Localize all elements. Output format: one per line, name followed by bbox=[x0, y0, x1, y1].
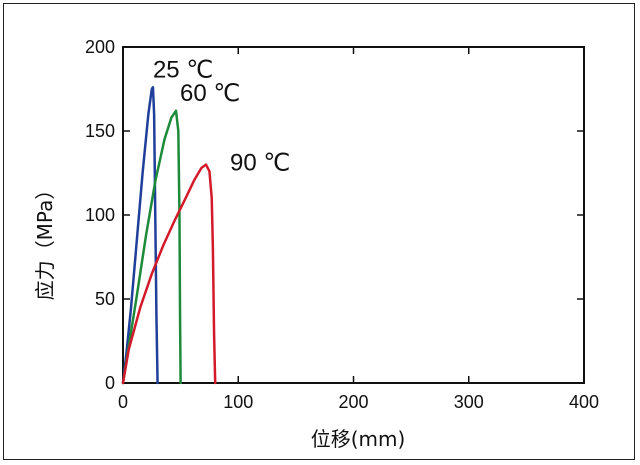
y-tick-label: 150 bbox=[85, 121, 115, 141]
series-label: 60 ℃ bbox=[180, 80, 240, 107]
y-axis: 0 50 100 150 200 bbox=[85, 37, 584, 393]
series-label: 90 ℃ bbox=[230, 150, 290, 177]
x-axis: 0 100 200 300 400 bbox=[118, 47, 599, 412]
series-labels: 25 ℃60 ℃ 90 ℃ bbox=[153, 56, 290, 176]
x-tick-label: 100 bbox=[223, 392, 253, 412]
x-axis-label: 位移(mm) bbox=[311, 427, 406, 451]
y-axis-label: 应力（MPa） bbox=[33, 180, 57, 301]
x-tick-label: 400 bbox=[569, 392, 599, 412]
series-label: 25 ℃ bbox=[153, 56, 213, 83]
series-line bbox=[121, 86, 159, 385]
series-lines bbox=[121, 86, 217, 385]
y-tick-label: 100 bbox=[85, 205, 115, 225]
y-tick-label: 200 bbox=[85, 37, 115, 57]
y-tick-label: 0 bbox=[105, 373, 115, 393]
series-line bbox=[121, 109, 182, 385]
x-tick-label: 0 bbox=[118, 392, 128, 412]
series-line bbox=[121, 163, 217, 385]
y-tick-label: 50 bbox=[95, 289, 115, 309]
x-tick-label: 300 bbox=[454, 392, 484, 412]
x-tick-label: 200 bbox=[338, 392, 368, 412]
